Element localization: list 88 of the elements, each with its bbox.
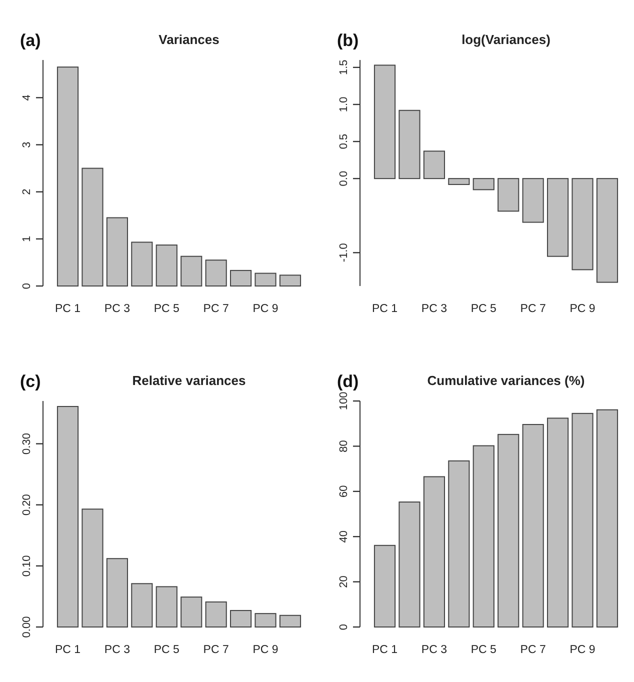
y-tick-label: 2 — [21, 188, 33, 195]
x-tick-label: PC 5 — [470, 644, 496, 656]
chart-title: log(Variances) — [462, 32, 550, 47]
x-tick-label: PC 3 — [421, 303, 447, 315]
bar — [279, 614, 302, 628]
bar — [596, 409, 618, 628]
bar — [82, 168, 104, 286]
y-tick-label: 20 — [338, 576, 350, 588]
bar — [423, 150, 445, 180]
y-tick-label: 3 — [21, 142, 33, 148]
y-tick-label: 0.5 — [338, 134, 350, 150]
x-tick-label: PC 9 — [570, 303, 596, 315]
bar — [131, 242, 153, 286]
y-tick-label: 40 — [338, 530, 350, 543]
bar — [156, 586, 178, 628]
x-tick-label: PC 1 — [54, 644, 81, 656]
y-tick-label: 0.10 — [21, 555, 33, 577]
bar — [398, 502, 420, 628]
y-tick-label: 0.30 — [21, 433, 33, 454]
bar — [398, 110, 420, 180]
y-tick-label: 80 — [338, 440, 350, 452]
chart-title: Relative variances — [132, 373, 246, 388]
bar — [205, 601, 227, 628]
text: (d) — [337, 372, 359, 391]
bar — [230, 610, 252, 628]
bar — [522, 178, 544, 223]
bar — [547, 418, 569, 628]
x-tick-label: PC 9 — [570, 644, 596, 656]
bar — [254, 613, 276, 628]
bar — [472, 445, 494, 628]
y-tick-label: 4 — [21, 94, 33, 101]
bar — [56, 406, 79, 628]
y-tick-label: 100 — [338, 392, 350, 410]
bar — [254, 272, 276, 286]
bar — [156, 244, 178, 286]
y-tick-label: 1 — [21, 236, 33, 242]
y-tick-label: 1.5 — [338, 60, 350, 76]
x-tick-label: PC 7 — [520, 303, 546, 315]
y-tick-label: 0 — [338, 624, 350, 630]
bar — [522, 424, 544, 628]
bar — [230, 270, 252, 286]
x-tick-label: PC 5 — [154, 303, 180, 315]
x-tick-label: PC 9 — [252, 303, 278, 315]
x-tick-label: PC 7 — [203, 644, 229, 656]
y-tick-label: 60 — [338, 485, 350, 498]
chart-title: Variances — [158, 32, 220, 47]
bar — [423, 476, 445, 628]
bar — [498, 434, 520, 628]
bar — [374, 544, 396, 628]
y-tick-label: 0 — [21, 282, 33, 290]
bar — [498, 178, 520, 212]
x-tick-label: PC 5 — [470, 303, 496, 315]
x-tick-label: PC 3 — [421, 644, 447, 656]
bar — [106, 217, 128, 286]
bar — [374, 64, 396, 180]
y-tick-label: -1.0 — [338, 243, 350, 262]
bar — [56, 66, 79, 286]
x-tick-label: PC 5 — [154, 644, 180, 656]
y-tick-label: 1.0 — [338, 96, 350, 112]
text: (a) — [20, 31, 41, 50]
x-tick-label: PC 1 — [372, 644, 398, 656]
bar — [596, 178, 618, 283]
bar — [448, 460, 470, 628]
text: (b) — [337, 31, 359, 50]
bar — [82, 508, 104, 628]
y-tick-label: 0.00 — [21, 616, 33, 638]
bar — [131, 583, 153, 628]
x-tick-label: PC 3 — [104, 303, 130, 315]
bar — [472, 178, 494, 190]
bar — [448, 178, 470, 185]
bar — [106, 558, 128, 628]
y-tick-label: 0.20 — [21, 494, 33, 516]
bar — [572, 178, 594, 270]
x-tick-label: PC 7 — [203, 303, 229, 315]
x-tick-label: PC 1 — [372, 303, 398, 315]
x-tick-label: PC 9 — [252, 644, 278, 656]
x-tick-label: PC 1 — [54, 303, 81, 315]
bar — [180, 256, 202, 286]
bar — [279, 274, 302, 286]
text: (c) — [20, 372, 41, 391]
x-tick-label: PC 3 — [104, 644, 130, 656]
x-tick-label: PC 7 — [520, 644, 546, 656]
y-tick-label: 0.0 — [338, 170, 350, 186]
bar — [180, 596, 202, 628]
bar — [205, 260, 227, 286]
bar — [547, 178, 569, 257]
chart-title: Cumulative variances (%) — [427, 373, 585, 388]
bar — [572, 412, 594, 628]
